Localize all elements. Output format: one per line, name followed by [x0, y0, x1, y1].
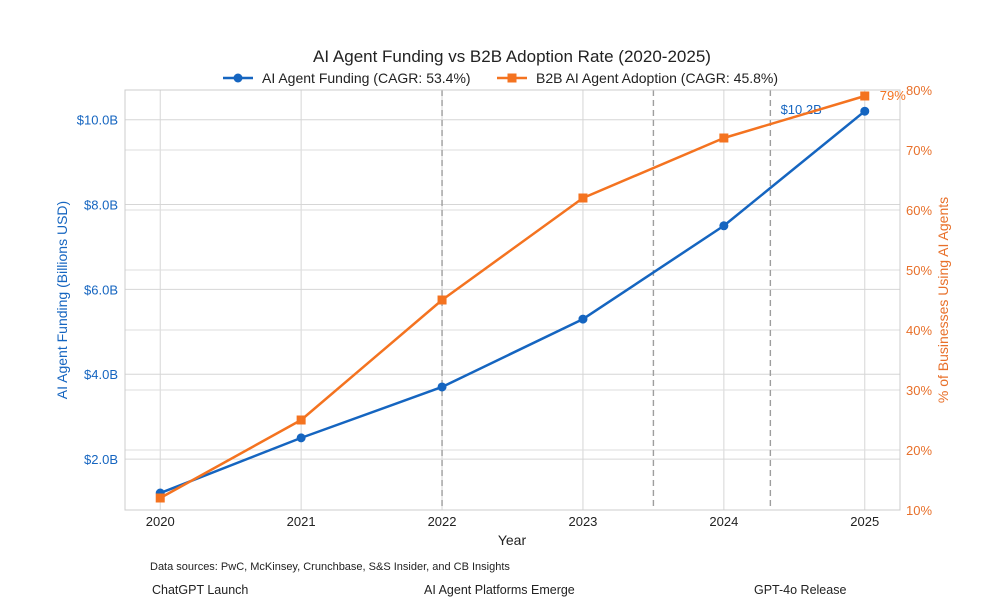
- x-tick-label-3: 2023: [568, 514, 597, 529]
- series-adoption: 79%: [155, 88, 906, 503]
- series-line-funding: [159, 110, 866, 495]
- left-tick-label-0: $2.0B: [84, 452, 118, 467]
- right-tick-label-2: 30%: [906, 383, 932, 398]
- right-tick-label-6: 70%: [906, 143, 932, 158]
- left-tick-label-4: $10.0B: [77, 113, 118, 128]
- data-point-adoption-2021: [296, 415, 306, 425]
- data-point-adoption-2022: [437, 295, 447, 305]
- left-tick-label-3: $8.0B: [84, 198, 118, 213]
- x-axis-label: Year: [498, 532, 527, 548]
- legend-item-adoption: B2B AI Agent Adoption (CAGR: 45.8%): [497, 70, 778, 86]
- end-label-funding: $10.2B: [781, 102, 822, 117]
- data-point-funding-2024: [719, 221, 729, 231]
- left-axis-label: AI Agent Funding (Billions USD): [54, 201, 70, 399]
- series-line-adoption: [159, 94, 866, 500]
- x-tick-label-4: 2024: [709, 514, 738, 529]
- data-point-funding-2022: [437, 382, 447, 392]
- data-point-funding-2025: [860, 106, 870, 116]
- chart-title: AI Agent Funding vs B2B Adoption Rate (2…: [313, 47, 711, 66]
- legend-marker-adoption: [507, 73, 517, 83]
- event-label-chatgpt: ChatGPT Launch: [152, 583, 248, 597]
- legend-item-funding: AI Agent Funding (CAGR: 53.4%): [223, 70, 471, 86]
- event-label-gpt4o: GPT-4o Release: [754, 583, 846, 597]
- data-point-adoption-2025: [860, 91, 870, 101]
- data-point-adoption-2024: [719, 133, 729, 143]
- right-tick-label-5: 60%: [906, 203, 932, 218]
- x-tick-label-0: 2020: [146, 514, 175, 529]
- x-tick-label-1: 2021: [287, 514, 316, 529]
- x-tick-label-5: 2025: [850, 514, 879, 529]
- event-lines: [441, 90, 772, 510]
- plot-frame: [124, 89, 901, 511]
- right-tick-label-3: 40%: [906, 323, 932, 338]
- right-tick-label-1: 20%: [906, 443, 932, 458]
- right-tick-label-4: 50%: [906, 263, 932, 278]
- series-layer: $10.2B 79%: [155, 88, 906, 503]
- series-funding: $10.2B: [155, 102, 870, 498]
- legend-marker-funding: [233, 73, 243, 83]
- grid: [125, 89, 900, 511]
- left-tick-label-1: $4.0B: [84, 367, 118, 382]
- left-axis-ticks: $2.0B $4.0B $6.0B $8.0B $10.0B: [77, 113, 118, 467]
- right-tick-label-7: 80%: [906, 83, 932, 98]
- event-label-platforms: AI Agent Platforms Emerge: [424, 583, 575, 597]
- left-tick-label-2: $6.0B: [84, 282, 118, 297]
- legend-label-funding: AI Agent Funding (CAGR: 53.4%): [262, 70, 471, 86]
- data-sources-note: Data sources: PwC, McKinsey, Crunchbase,…: [150, 561, 510, 573]
- data-point-funding-2021: [296, 433, 306, 443]
- right-axis-label: % of Businesses Using AI Agents: [935, 197, 951, 403]
- data-point-funding-2023: [578, 314, 588, 324]
- legend: AI Agent Funding (CAGR: 53.4%) B2B AI Ag…: [223, 70, 778, 86]
- legend-label-adoption: B2B AI Agent Adoption (CAGR: 45.8%): [536, 70, 778, 86]
- data-point-adoption-2020: [155, 493, 165, 503]
- right-axis-ticks: 10% 20% 30% 40% 50% 60% 70% 80%: [906, 83, 932, 518]
- right-tick-label-0: 10%: [906, 503, 932, 518]
- x-axis-ticks: 2020 2021 2022 2023 2024 2025: [146, 514, 879, 529]
- end-label-adoption: 79%: [880, 88, 906, 103]
- data-point-adoption-2023: [578, 193, 588, 203]
- x-tick-label-2: 2022: [428, 514, 457, 529]
